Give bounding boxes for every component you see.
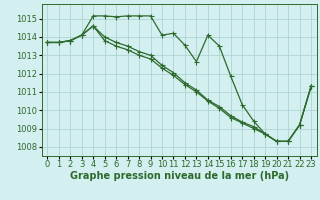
- X-axis label: Graphe pression niveau de la mer (hPa): Graphe pression niveau de la mer (hPa): [70, 171, 289, 181]
